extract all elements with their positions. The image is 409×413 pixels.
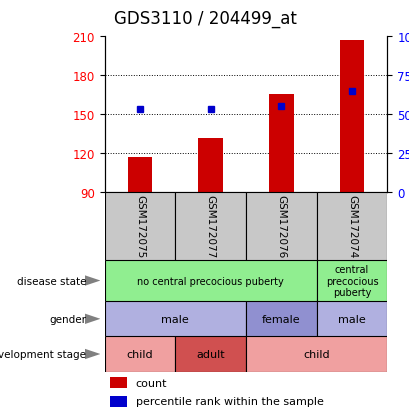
Text: count: count: [135, 378, 167, 388]
Bar: [110, 377, 127, 388]
Bar: [245, 192, 316, 260]
Bar: [104, 192, 175, 260]
Bar: [316, 260, 387, 301]
Bar: [127, 157, 152, 192]
Text: male: male: [337, 314, 365, 324]
Text: adult: adult: [196, 349, 225, 359]
Text: no central precocious puberty: no central precocious puberty: [137, 276, 283, 286]
Text: central
precocious
puberty: central precocious puberty: [325, 264, 378, 297]
Text: child: child: [126, 349, 153, 359]
Text: gender: gender: [49, 314, 86, 324]
Bar: [104, 301, 245, 337]
Text: disease state: disease state: [16, 276, 86, 286]
Text: GSM172074: GSM172074: [346, 195, 356, 258]
Text: percentile rank within the sample: percentile rank within the sample: [135, 396, 323, 406]
Text: GSM172077: GSM172077: [205, 195, 215, 258]
Bar: [104, 337, 175, 372]
Bar: [245, 337, 387, 372]
Text: female: female: [261, 314, 300, 324]
Text: GSM172076: GSM172076: [276, 195, 285, 258]
Bar: [268, 95, 293, 192]
Bar: [198, 139, 222, 192]
Polygon shape: [85, 314, 100, 324]
Bar: [316, 192, 387, 260]
Bar: [110, 396, 127, 407]
Text: male: male: [161, 314, 189, 324]
Polygon shape: [85, 349, 100, 359]
Text: development stage: development stage: [0, 349, 86, 359]
Text: child: child: [303, 349, 329, 359]
Text: GDS3110 / 204499_at: GDS3110 / 204499_at: [113, 10, 296, 28]
Bar: [245, 301, 316, 337]
Bar: [175, 192, 245, 260]
Polygon shape: [85, 275, 100, 286]
Bar: [339, 41, 364, 192]
Bar: [104, 260, 316, 301]
Text: GSM172075: GSM172075: [135, 195, 144, 258]
Bar: [316, 301, 387, 337]
Bar: [175, 337, 245, 372]
